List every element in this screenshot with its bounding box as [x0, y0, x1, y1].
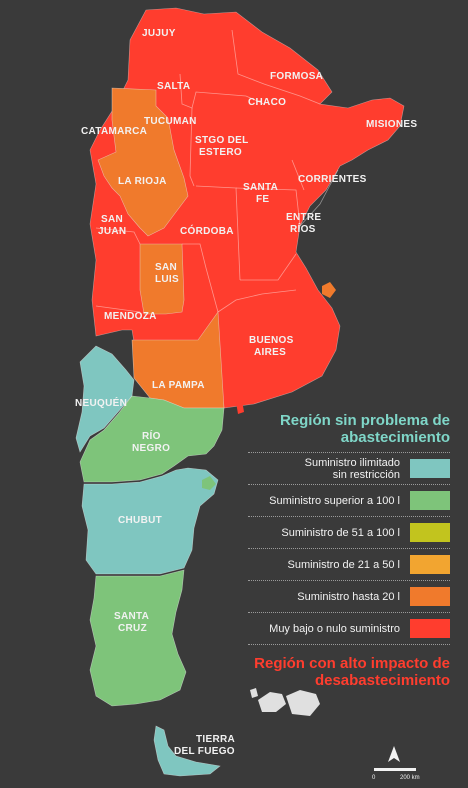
- legend-item-label: Suministro superior a 100 l: [269, 494, 400, 507]
- region-tierradelfuego: [153, 725, 221, 777]
- region-rionegro: [79, 395, 225, 483]
- label-bsas-1: BUENOS: [249, 335, 294, 346]
- scale-bar: 0 200 km: [372, 746, 420, 781]
- label-rionegro-2: NEGRO: [132, 443, 170, 454]
- scale-bar-line: [374, 768, 416, 771]
- region-neuquen: [75, 345, 135, 453]
- region-island-bsas-coast: [236, 400, 244, 414]
- label-sanjuan-1: SAN: [101, 214, 123, 225]
- label-entrerios-1: ENTRE: [286, 212, 321, 223]
- scale-end-label: 200 km: [400, 775, 420, 781]
- label-corrientes: CORRIENTES: [298, 174, 367, 185]
- label-neuquen: NEUQUÉN: [75, 396, 127, 409]
- region-sanluis: [139, 243, 185, 315]
- legend-swatch: [410, 523, 450, 542]
- legend-swatch: [410, 555, 450, 574]
- legend-swatch: [410, 459, 450, 478]
- label-tdf-2: DEL FUEGO: [174, 746, 235, 757]
- legend-title-red: Región con alto impacto de desabastecimi…: [254, 655, 450, 689]
- legend-item: Suministro de 51 a 100 l: [248, 516, 450, 548]
- label-stgo-1: STGO DEL: [195, 135, 249, 146]
- label-sanjuan-2: JUAN: [98, 226, 126, 237]
- label-formosa: FORMOSA: [270, 71, 323, 82]
- region-island-north: [322, 282, 336, 298]
- legend-swatch: [410, 587, 450, 606]
- label-stgo-2: ESTERO: [199, 147, 242, 158]
- label-chubut: CHUBUT: [118, 515, 162, 526]
- label-mendoza: MENDOZA: [104, 311, 157, 322]
- label-sanluis-1: SAN: [155, 262, 177, 273]
- legend-item-label: Muy bajo o nulo suministro: [269, 622, 400, 635]
- legend-item: Muy bajo o nulo suministro: [248, 612, 450, 645]
- legend-item: Suministro de 21 a 50 l: [248, 548, 450, 580]
- region-santacruz: [89, 569, 187, 707]
- label-jujuy: JUJUY: [142, 28, 176, 39]
- label-lapampa: LA PAMPA: [152, 380, 205, 391]
- label-tdf-1: TIERRA: [196, 734, 235, 745]
- legend-item-label: Suministro de 51 a 100 l: [281, 526, 400, 539]
- label-rionegro-1: RÍO: [142, 429, 161, 442]
- region-chubut: [81, 467, 219, 575]
- region-island-chiloe: [202, 476, 216, 490]
- label-cordoba: CÓRDOBA: [180, 224, 234, 237]
- label-salta: SALTA: [157, 81, 190, 92]
- label-sanluis-2: LUIS: [155, 274, 179, 285]
- label-bsas-2: AIRES: [254, 347, 286, 358]
- legend-item: Suministro hasta 20 l: [248, 580, 450, 612]
- label-santafe-1: SANTA: [243, 182, 278, 193]
- province-borders: [95, 29, 339, 313]
- legend-item: Suministro superior a 100 l: [248, 484, 450, 516]
- region-catamarca-larioja: [97, 87, 189, 237]
- legend-item-label: Suministro de 21 a 50 l: [287, 558, 400, 571]
- north-arrow-icon: [388, 746, 400, 762]
- legend-item-label: Suministro ilimitado sin restricción: [304, 456, 400, 481]
- malvinas-islands: [250, 688, 320, 716]
- label-misiones: MISIONES: [366, 119, 417, 130]
- legend-item: Suministro ilimitado sin restricción: [248, 452, 450, 484]
- label-tucuman: TUCUMAN: [144, 116, 197, 127]
- legend: Región sin problema de abastecimiento Su…: [248, 412, 450, 689]
- label-larioja: LA RIOJA: [118, 176, 167, 187]
- label-santacruz-1: SANTA: [114, 611, 149, 622]
- province-labels: JUJUY SALTA FORMOSA CHACO MISIONES TUCUM…: [75, 28, 417, 757]
- label-santafe-2: FE: [256, 194, 269, 205]
- legend-swatch: [410, 619, 450, 638]
- label-chaco: CHACO: [248, 97, 286, 108]
- legend-title-green: Región sin problema de abastecimiento: [279, 412, 450, 446]
- label-santacruz-2: CRUZ: [118, 623, 147, 634]
- label-entrerios-2: RÍOS: [290, 222, 316, 235]
- legend-list: Suministro ilimitado sin restricción Sum…: [248, 452, 450, 645]
- legend-item-label: Suministro hasta 20 l: [297, 590, 400, 603]
- label-catamarca: CATAMARCA: [81, 126, 147, 137]
- scale-start-label: 0: [372, 775, 376, 781]
- legend-swatch: [410, 491, 450, 510]
